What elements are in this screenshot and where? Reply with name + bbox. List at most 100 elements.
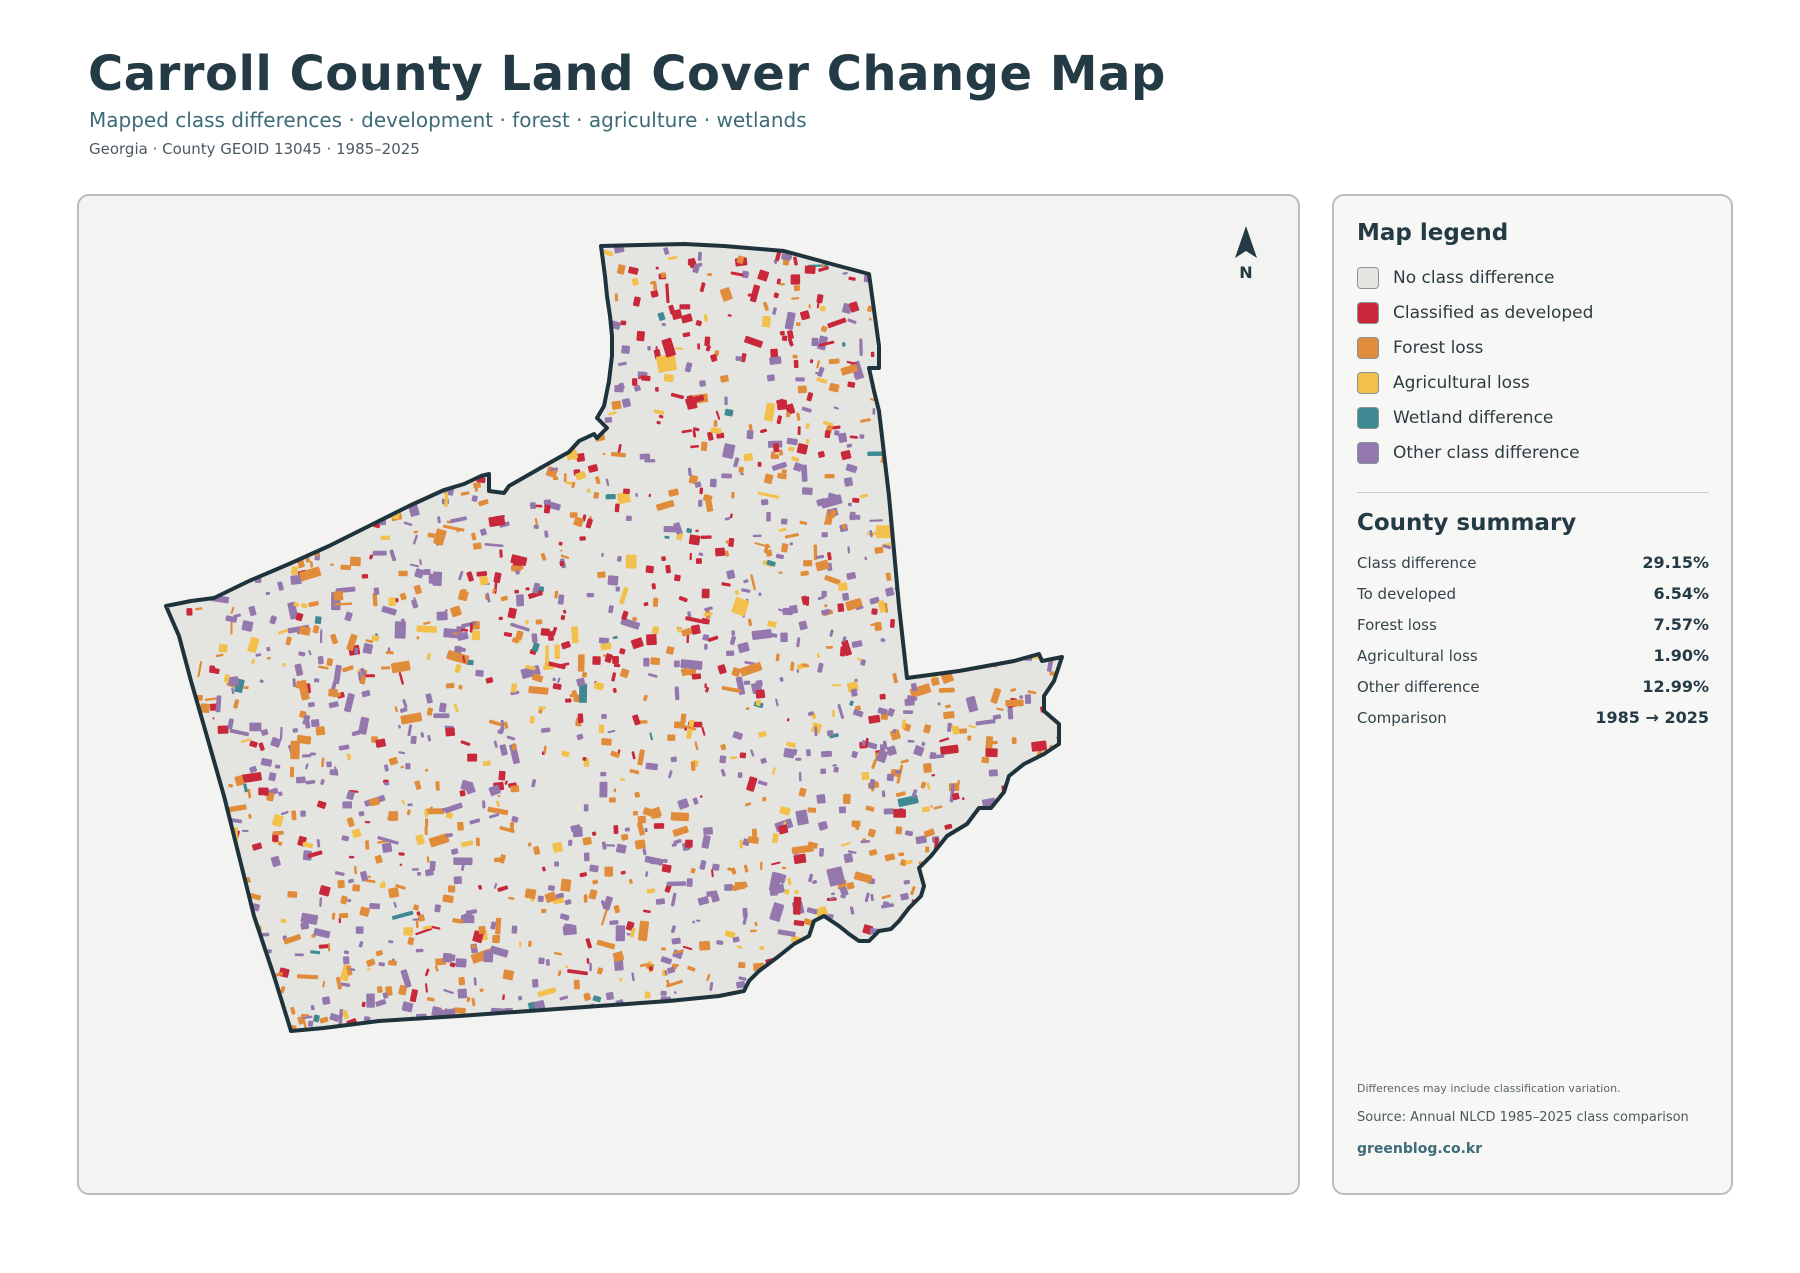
change-patch	[955, 476, 958, 485]
change-patch	[843, 477, 854, 487]
change-patch	[866, 305, 873, 313]
change-patch	[961, 516, 964, 520]
change-patch	[475, 311, 481, 318]
change-patch	[816, 653, 821, 659]
change-patch	[375, 950, 384, 957]
legend-label: Agricultural loss	[1393, 373, 1530, 393]
change-patch	[786, 718, 790, 722]
change-patch	[551, 329, 562, 349]
change-patch	[737, 641, 750, 654]
change-patch	[166, 876, 169, 884]
change-patch	[365, 475, 371, 491]
change-patch	[577, 354, 581, 360]
map-panel[interactable]	[77, 194, 1300, 1195]
change-patch	[657, 312, 666, 322]
change-patch	[892, 403, 901, 422]
change-patch	[256, 1011, 265, 1018]
change-patch	[459, 467, 466, 474]
change-patch	[1008, 511, 1015, 516]
change-patch	[853, 871, 873, 884]
change-patch	[425, 983, 428, 993]
change-patch	[1062, 394, 1071, 403]
change-patch	[976, 544, 979, 551]
change-patch	[921, 321, 931, 332]
change-patch	[427, 734, 432, 742]
change-patch	[847, 850, 857, 854]
change-patch	[902, 917, 911, 925]
change-patch	[938, 856, 948, 866]
change-patch	[845, 463, 858, 474]
change-patch	[266, 497, 273, 501]
change-patch	[668, 488, 679, 497]
change-patch	[547, 631, 554, 641]
change-patch	[475, 393, 482, 405]
change-patch	[212, 334, 224, 340]
change-patch	[237, 525, 245, 536]
change-patch	[251, 842, 263, 851]
change-patch	[950, 941, 970, 957]
change-patch	[329, 1013, 340, 1022]
change-patch	[450, 516, 467, 524]
change-patch	[929, 1028, 938, 1031]
change-patch	[552, 677, 556, 682]
change-patch	[560, 615, 566, 621]
change-patch	[847, 318, 857, 324]
change-patch	[667, 966, 676, 974]
change-patch	[605, 494, 616, 500]
change-patch	[752, 534, 762, 538]
change-patch	[588, 417, 595, 424]
change-patch	[486, 401, 490, 406]
change-patch	[523, 275, 527, 284]
change-patch	[290, 565, 299, 576]
change-patch	[185, 1029, 189, 1031]
change-patch	[335, 417, 341, 433]
change-patch	[839, 646, 846, 657]
change-patch	[552, 841, 564, 853]
change-patch	[422, 925, 432, 930]
change-patch	[1037, 869, 1045, 876]
change-patch	[182, 398, 191, 406]
change-patch	[403, 521, 413, 527]
change-patch	[997, 388, 1009, 397]
legend-label: Classified as developed	[1393, 303, 1594, 323]
change-patch	[335, 342, 347, 348]
change-patch	[398, 570, 408, 577]
change-patch	[1003, 562, 1012, 568]
change-patch	[532, 582, 540, 594]
change-patch	[426, 653, 432, 660]
change-patch	[528, 685, 549, 695]
change-patch	[238, 362, 249, 370]
change-patch	[639, 1010, 649, 1018]
county-map[interactable]	[79, 196, 1300, 1195]
change-patch	[449, 462, 455, 468]
change-patch	[703, 612, 713, 617]
change-patch	[399, 863, 403, 866]
brand-link[interactable]: greenblog.co.kr	[1357, 1141, 1483, 1157]
change-patch	[621, 345, 631, 355]
change-patch	[529, 364, 540, 377]
change-patch	[923, 762, 932, 773]
change-patch	[931, 414, 939, 435]
change-patch	[495, 857, 504, 860]
change-patch	[463, 913, 473, 923]
change-patch	[685, 616, 707, 625]
change-patch	[619, 778, 626, 781]
change-patch	[744, 802, 752, 807]
change-patch	[563, 343, 575, 362]
change-patch	[441, 241, 444, 244]
change-patch	[408, 314, 412, 319]
change-patch	[1021, 456, 1031, 467]
change-patch	[975, 250, 985, 265]
change-patch	[203, 776, 213, 782]
change-patch	[751, 629, 773, 641]
change-patch	[272, 830, 284, 836]
change-patch	[1034, 372, 1055, 379]
change-patch	[434, 904, 441, 913]
change-patch	[198, 410, 221, 421]
change-patch	[904, 830, 914, 837]
change-patch	[677, 627, 682, 633]
change-patch	[283, 248, 292, 255]
change-patch	[806, 907, 818, 915]
change-patch	[620, 833, 629, 841]
change-patch	[979, 425, 990, 442]
